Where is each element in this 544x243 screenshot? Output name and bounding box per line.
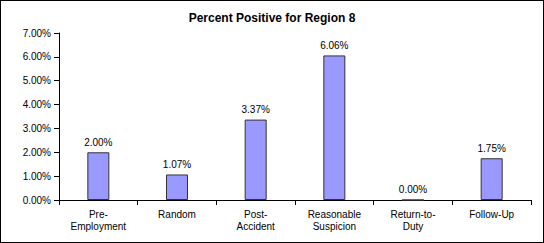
- svg-text:Duty: Duty: [403, 221, 424, 232]
- svg-text:0.00%: 0.00%: [23, 195, 51, 206]
- svg-text:2.00%: 2.00%: [84, 137, 112, 148]
- svg-text:Accident: Accident: [236, 221, 275, 232]
- svg-text:Return-to-: Return-to-: [390, 209, 435, 220]
- svg-text:Percent Positive for Region 8: Percent Positive for Region 8: [189, 11, 356, 25]
- svg-text:6.00%: 6.00%: [23, 51, 51, 62]
- svg-text:3.37%: 3.37%: [241, 104, 269, 115]
- svg-text:Random: Random: [158, 209, 196, 220]
- svg-text:Pre-: Pre-: [89, 209, 108, 220]
- svg-text:6.06%: 6.06%: [320, 40, 348, 51]
- svg-text:Suspicion: Suspicion: [313, 221, 356, 232]
- svg-text:1.75%: 1.75%: [477, 143, 505, 154]
- svg-text:1.07%: 1.07%: [163, 159, 191, 170]
- svg-text:0.00%: 0.00%: [399, 184, 427, 195]
- svg-text:7.00%: 7.00%: [23, 28, 51, 39]
- svg-text:4.00%: 4.00%: [23, 99, 51, 110]
- svg-text:Post-: Post-: [244, 209, 267, 220]
- svg-text:1.00%: 1.00%: [23, 171, 51, 182]
- svg-text:Employment: Employment: [71, 221, 127, 232]
- svg-text:Follow-Up: Follow-Up: [469, 209, 514, 220]
- svg-text:5.00%: 5.00%: [23, 75, 51, 86]
- svg-text:Reasonable: Reasonable: [308, 209, 362, 220]
- svg-text:2.00%: 2.00%: [23, 147, 51, 158]
- svg-text:3.00%: 3.00%: [23, 123, 51, 134]
